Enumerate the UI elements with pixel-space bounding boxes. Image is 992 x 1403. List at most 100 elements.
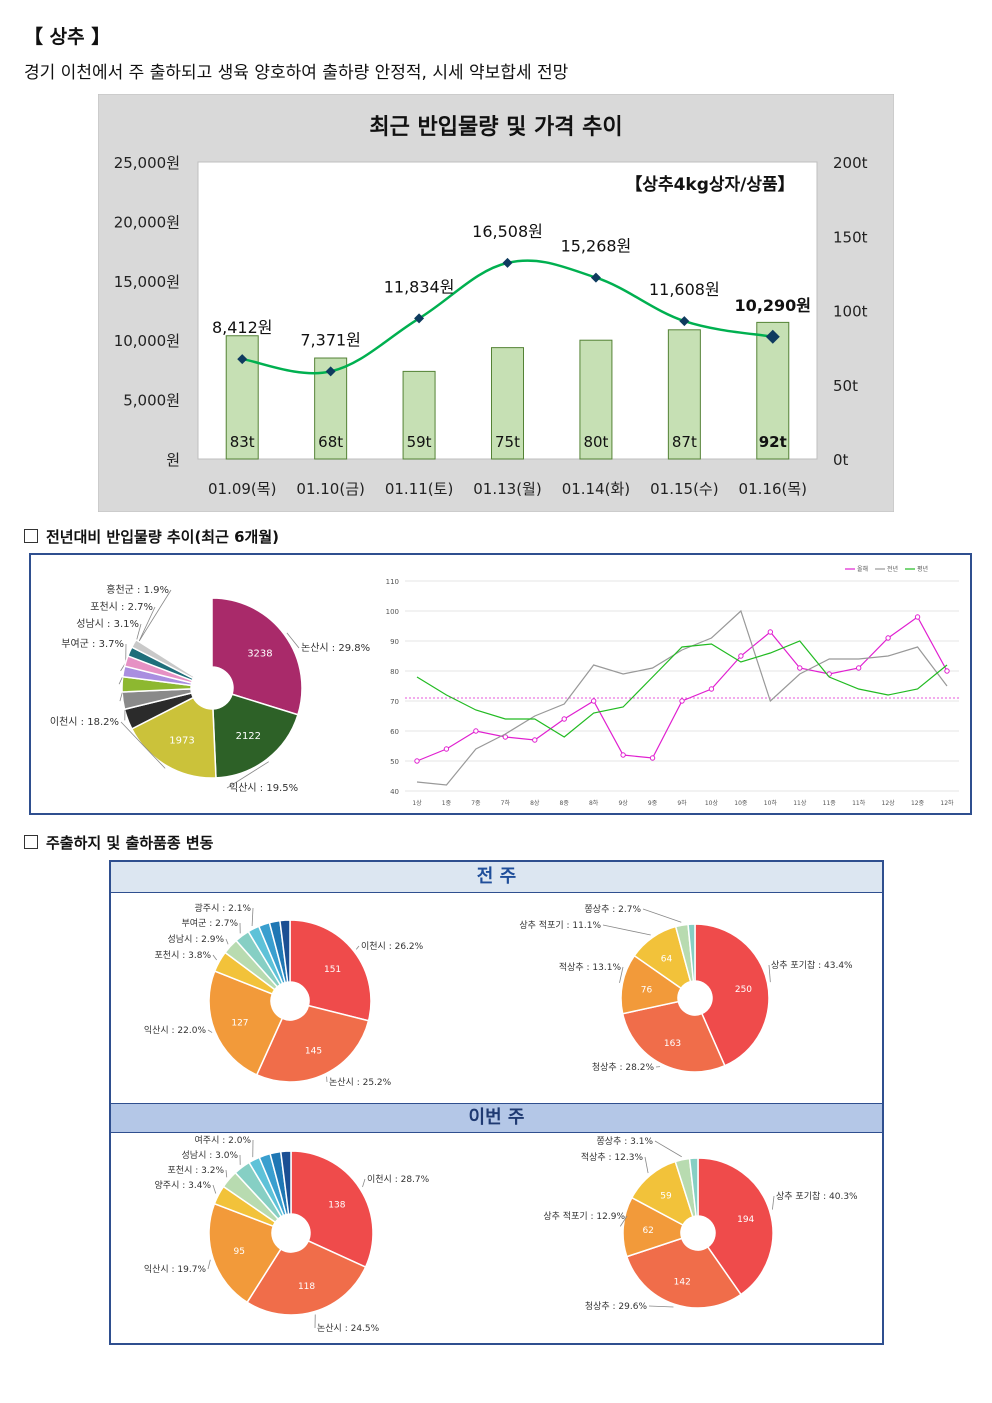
y-tick-label: 110 bbox=[386, 578, 399, 586]
pie-leader-line bbox=[225, 938, 229, 945]
x-category-label: 01.13(월) bbox=[473, 480, 541, 498]
pie-slice bbox=[130, 638, 196, 680]
price-label: 11,608원 bbox=[649, 280, 720, 299]
pie-slice-label: 이천시 : 18.2% bbox=[50, 716, 119, 728]
pie-leader-line bbox=[362, 1178, 366, 1188]
x-tick-label: 8중 bbox=[560, 800, 570, 807]
y-tick-label: 80 bbox=[390, 668, 399, 676]
pie-slice-label: 쫑상추 : 3.1% bbox=[597, 1136, 654, 1147]
pie-slice-label: 부여군 : 3.7% bbox=[61, 638, 124, 650]
x-tick-label: 12하 bbox=[940, 799, 954, 807]
series-point bbox=[414, 758, 420, 764]
prev-week-header: 전 주 bbox=[111, 862, 882, 893]
pie-leader-line bbox=[286, 632, 300, 649]
pie-slice bbox=[279, 1150, 292, 1215]
pie-slice bbox=[625, 1237, 742, 1309]
pie-value-label: 64 bbox=[661, 955, 673, 965]
page-title: 【 상추 】 bbox=[24, 26, 111, 48]
x-tick-label: 12중 bbox=[911, 800, 925, 807]
pie-value-label: 163 bbox=[664, 1039, 681, 1049]
y-right-tick-label: 50t bbox=[833, 377, 858, 395]
y-right-tick-label: 150t bbox=[833, 228, 868, 246]
pie-leader-line bbox=[226, 761, 269, 789]
x-category-label: 01.10(금) bbox=[296, 480, 364, 498]
pie-leader-line bbox=[644, 1156, 649, 1174]
volume-price-chart: 최근 반입물량 및 가격 추이 【상추4kg상자/상품】 25,000원 20,0… bbox=[98, 94, 894, 512]
pie-slice bbox=[279, 919, 291, 983]
x-category-label: 01.15(수) bbox=[650, 480, 718, 498]
origin-variety-panel: 전 주 151 이천시 : 26.2% 145 논산시 : 25.2% 127 익산시 :… bbox=[109, 860, 884, 1345]
price-point bbox=[237, 354, 248, 365]
pie-slice-label: 성남시 : 3.1% bbox=[76, 618, 139, 630]
pie-leader-line bbox=[207, 1259, 211, 1270]
pie-slice-label: 포천시 : 3.8% bbox=[155, 950, 212, 961]
checkbox-square-icon bbox=[24, 835, 38, 849]
price-label: 11,834원 bbox=[384, 277, 455, 296]
series-point bbox=[708, 686, 715, 692]
x-tick-label: 7중 bbox=[471, 800, 481, 807]
pie-slice-label: 상추 적포기 : 12.9% bbox=[543, 1210, 625, 1222]
pie-slice bbox=[130, 696, 217, 779]
pie-value-label: 95 bbox=[234, 1247, 245, 1257]
pie-slice bbox=[688, 1157, 699, 1217]
x-category-label: 01.16(목) bbox=[739, 480, 807, 498]
y-tick-label: 70 bbox=[390, 698, 399, 706]
y-left-tick-label: 10,000원 bbox=[114, 332, 180, 350]
pie-slice bbox=[208, 970, 284, 1076]
x-tick-label: 8하 bbox=[589, 799, 599, 807]
checkbox-square-icon bbox=[24, 529, 38, 543]
pie-slice bbox=[630, 1160, 694, 1227]
volume-bar bbox=[756, 321, 790, 460]
prev-week-origin-pie: 151 이천시 : 26.2% 145 논산시 : 25.2% 127 익산시 : 22.… bbox=[144, 902, 424, 1088]
pie-leader-line bbox=[212, 954, 218, 961]
pie-value-label: 142 bbox=[674, 1277, 691, 1287]
price-point bbox=[325, 366, 336, 377]
series-point bbox=[885, 635, 891, 641]
pie-leader-line bbox=[619, 966, 624, 983]
y-left-tick-label: 25,000원 bbox=[114, 154, 180, 172]
pie-value-label: 76 bbox=[641, 985, 653, 995]
chart1-annotation: 【상추4kg상자/상품】 bbox=[625, 174, 794, 195]
x-tick-label: 10하 bbox=[764, 799, 778, 807]
this-week-origin-pie: 138 이천시 : 28.7% 118 논산시 : 24.5% 95 익산시 : 19.7… bbox=[144, 1134, 430, 1334]
x-tick-label: 9중 bbox=[648, 800, 658, 807]
volume-bar bbox=[491, 347, 524, 460]
y-right-tick-label: 200t bbox=[833, 154, 868, 172]
x-tick-label: 8상 bbox=[530, 799, 540, 807]
pie-slice bbox=[290, 1150, 374, 1269]
y-left-tick-label: 15,000원 bbox=[114, 273, 180, 291]
price-label: 15,268원 bbox=[561, 237, 632, 256]
pie-slice-label: 여주시 : 2.0% bbox=[195, 1134, 252, 1146]
pie-leader-line bbox=[225, 1169, 228, 1178]
pie-slice bbox=[212, 693, 299, 779]
pie-leader-line bbox=[654, 1140, 682, 1158]
y-tick-label: 50 bbox=[390, 758, 399, 766]
section-yoy-label: 전년대비 반입물량 추이(최근 6개월) bbox=[46, 528, 280, 546]
series-point bbox=[532, 737, 538, 743]
volume-bar bbox=[579, 339, 613, 460]
x-tick-label: 1상 bbox=[412, 799, 422, 807]
x-tick-label: 9하 bbox=[677, 799, 687, 807]
pie-slice-label: 성남시 : 2.9% bbox=[168, 934, 225, 945]
pie-slice-label: 상추 포기찹 : 43.4% bbox=[771, 960, 853, 971]
pie-value-label: 138 bbox=[328, 1201, 345, 1211]
legend-label: 올해 bbox=[857, 565, 868, 573]
pie-slice-label: 익산시 : 19.7% bbox=[144, 1263, 207, 1275]
y-left-tick-label: 20,000원 bbox=[114, 213, 180, 231]
pie-slice-label: 홍천군 : 1.9% bbox=[106, 583, 169, 596]
series-point bbox=[561, 716, 567, 722]
this-week-label: 이번 주 bbox=[468, 1107, 525, 1128]
origin-6month-pie: 3238 논산시 : 29.8% 2122 익산시 : 19.5% 1973 이천시 : … bbox=[50, 583, 370, 794]
page-subtitle: 경기 이천에서 주 출하되고 생육 양호하여 출하량 안정적, 시세 약보합세 … bbox=[24, 63, 569, 83]
volume-label: 75t bbox=[495, 433, 520, 451]
prev-week-variety-pie: 250 상추 포기찹 : 43.4% 163 청상추 : 28.2% 76 적상추 : 1… bbox=[519, 904, 853, 1073]
x-tick-label: 11하 bbox=[852, 799, 866, 807]
series-point bbox=[944, 668, 950, 674]
x-tick-label: 10중 bbox=[734, 800, 748, 807]
pie-leader-line bbox=[619, 1215, 628, 1227]
pie-leader-line bbox=[207, 1029, 213, 1033]
x-category-label: 01.09(목) bbox=[208, 480, 276, 498]
pie-leader-line bbox=[768, 964, 771, 983]
pie-slice-label: 이천시 : 28.7% bbox=[367, 1174, 430, 1185]
volume-label: 80t bbox=[583, 433, 608, 451]
